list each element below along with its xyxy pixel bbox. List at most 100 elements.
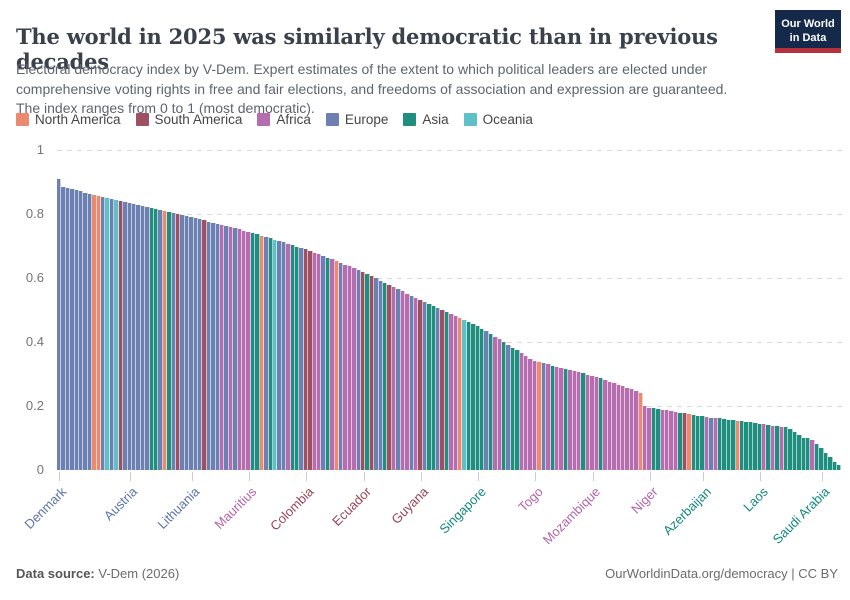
country-bar[interactable] [550, 365, 555, 470]
country-bar[interactable] [250, 232, 256, 470]
country-bar[interactable] [70, 189, 75, 470]
country-bar[interactable] [828, 457, 833, 470]
country-bar[interactable] [334, 261, 339, 470]
country-bar[interactable] [568, 370, 573, 470]
country-bar[interactable] [524, 355, 529, 470]
country-bar[interactable] [779, 426, 785, 470]
country-bar[interactable] [528, 358, 533, 470]
country-bar[interactable] [312, 252, 317, 470]
country-bar[interactable] [766, 424, 771, 470]
country-bar[interactable] [65, 188, 71, 470]
country-bar[interactable] [175, 214, 181, 470]
country-bar[interactable] [206, 221, 212, 470]
country-bar[interactable] [581, 373, 586, 470]
country-bar[interactable] [594, 377, 599, 470]
country-bar[interactable] [61, 186, 66, 470]
country-bar[interactable] [753, 422, 758, 470]
country-bar[interactable] [493, 336, 498, 470]
country-bar[interactable] [171, 213, 176, 470]
country-bar[interactable] [215, 223, 221, 470]
country-label-guyana[interactable]: Guyana [388, 484, 432, 527]
country-bar[interactable] [836, 465, 842, 470]
country-bar[interactable] [237, 229, 243, 470]
country-bar[interactable] [79, 191, 84, 470]
country-bar[interactable] [202, 220, 207, 470]
country-bar[interactable] [687, 414, 692, 470]
country-bar[interactable] [739, 421, 745, 470]
country-bar[interactable] [647, 407, 652, 470]
country-bar[interactable] [114, 199, 119, 470]
country-bar[interactable] [427, 304, 432, 470]
country-bar[interactable] [131, 203, 137, 470]
country-bar[interactable] [184, 216, 190, 470]
country-bar[interactable] [651, 408, 657, 470]
country-bar[interactable] [471, 324, 476, 470]
country-bar[interactable] [576, 372, 582, 470]
country-bar[interactable] [378, 280, 384, 470]
country-bar[interactable] [559, 367, 564, 470]
country-bar[interactable] [603, 380, 608, 470]
country-bar[interactable] [748, 422, 754, 470]
country-bar[interactable] [418, 300, 423, 470]
country-bar[interactable] [400, 291, 406, 470]
country-bar[interactable] [616, 384, 621, 470]
country-bar[interactable] [281, 242, 287, 470]
country-bar[interactable] [83, 192, 88, 470]
country-label-niger[interactable]: Niger [628, 484, 661, 517]
country-bar[interactable] [325, 257, 331, 470]
country-bar[interactable] [127, 202, 132, 470]
country-bar[interactable] [660, 409, 666, 470]
country-bar[interactable] [158, 209, 163, 470]
country-bar[interactable] [409, 295, 414, 470]
country-bar[interactable] [607, 381, 613, 470]
country-bar[interactable] [339, 262, 344, 470]
country-label-ecuador[interactable]: Ecuador [329, 484, 375, 529]
country-bar[interactable] [220, 224, 225, 470]
country-bar[interactable] [405, 293, 410, 470]
country-bar[interactable] [762, 424, 767, 470]
country-bar[interactable] [101, 196, 106, 470]
country-label-lithuania[interactable]: Lithuania [154, 484, 203, 532]
country-bar[interactable] [823, 453, 829, 470]
country-bar[interactable] [259, 235, 265, 470]
country-bar[interactable] [563, 368, 569, 470]
country-label-mauritius[interactable]: Mauritius [211, 484, 260, 532]
country-label-denmark[interactable]: Denmark [21, 484, 70, 532]
country-bar[interactable] [656, 409, 661, 470]
country-bar[interactable] [233, 228, 238, 470]
country-bar[interactable] [832, 461, 837, 470]
country-bar[interactable] [497, 339, 503, 470]
legend-item-africa[interactable]: Africa [257, 112, 311, 127]
country-bar[interactable] [347, 266, 353, 470]
country-bar[interactable] [788, 429, 793, 470]
country-label-mozambique[interactable]: Mozambique [540, 484, 604, 548]
country-bar[interactable] [801, 437, 807, 470]
country-bar[interactable] [784, 427, 789, 470]
country-bar[interactable] [665, 410, 670, 470]
country-bar[interactable] [515, 350, 520, 470]
country-bar[interactable] [466, 322, 472, 470]
country-bar[interactable] [722, 419, 727, 470]
country-bar[interactable] [294, 246, 300, 470]
country-bar[interactable] [695, 415, 701, 470]
country-bar[interactable] [770, 425, 776, 470]
country-bar[interactable] [590, 375, 595, 470]
country-bar[interactable] [330, 259, 335, 470]
country-bar[interactable] [731, 420, 736, 470]
country-bar[interactable] [449, 314, 454, 470]
country-bar[interactable] [810, 439, 815, 470]
country-bar[interactable] [153, 208, 159, 470]
country-bar[interactable] [136, 204, 141, 470]
country-bar[interactable] [678, 412, 683, 470]
country-bar[interactable] [634, 390, 639, 470]
country-bar[interactable] [797, 435, 802, 470]
country-bar[interactable] [303, 249, 309, 470]
country-bar[interactable] [413, 298, 419, 470]
country-bar[interactable] [726, 419, 732, 470]
country-bar[interactable] [369, 276, 375, 470]
country-bar[interactable] [704, 416, 710, 470]
country-bar[interactable] [669, 411, 674, 470]
country-bar[interactable] [713, 417, 718, 470]
country-bar[interactable] [299, 247, 304, 470]
country-bar[interactable] [92, 194, 97, 470]
